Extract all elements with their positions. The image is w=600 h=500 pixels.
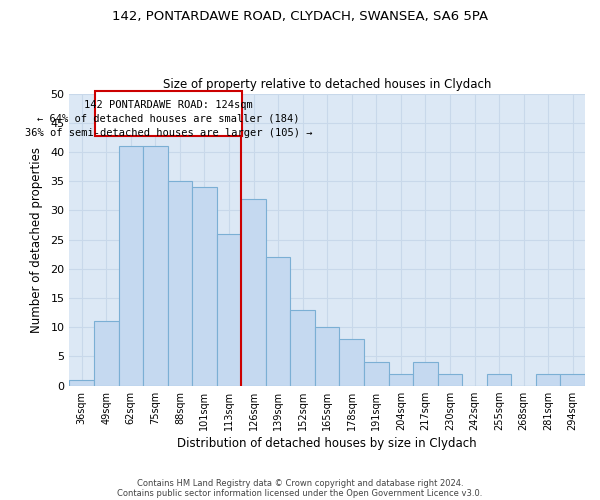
- Bar: [217, 234, 241, 386]
- Bar: [437, 374, 462, 386]
- Bar: [241, 198, 266, 386]
- Bar: [94, 322, 119, 386]
- Text: 142, PONTARDAWE ROAD, CLYDACH, SWANSEA, SA6 5PA: 142, PONTARDAWE ROAD, CLYDACH, SWANSEA, …: [112, 10, 488, 23]
- Text: Contains HM Land Registry data © Crown copyright and database right 2024.: Contains HM Land Registry data © Crown c…: [137, 478, 463, 488]
- Bar: [487, 374, 511, 386]
- Bar: [536, 374, 560, 386]
- Bar: [167, 181, 192, 386]
- Bar: [340, 339, 364, 386]
- FancyBboxPatch shape: [95, 90, 242, 136]
- Bar: [266, 257, 290, 386]
- Text: 142 PONTARDAWE ROAD: 124sqm: 142 PONTARDAWE ROAD: 124sqm: [84, 100, 253, 110]
- Bar: [315, 328, 340, 386]
- Bar: [143, 146, 167, 386]
- X-axis label: Distribution of detached houses by size in Clydach: Distribution of detached houses by size …: [178, 437, 477, 450]
- Bar: [192, 187, 217, 386]
- Text: ← 64% of detached houses are smaller (184): ← 64% of detached houses are smaller (18…: [37, 113, 300, 123]
- Bar: [560, 374, 585, 386]
- Text: Contains public sector information licensed under the Open Government Licence v3: Contains public sector information licen…: [118, 488, 482, 498]
- Text: 36% of semi-detached houses are larger (105) →: 36% of semi-detached houses are larger (…: [25, 128, 312, 138]
- Bar: [119, 146, 143, 386]
- Bar: [389, 374, 413, 386]
- Bar: [364, 362, 389, 386]
- Y-axis label: Number of detached properties: Number of detached properties: [31, 146, 43, 332]
- Title: Size of property relative to detached houses in Clydach: Size of property relative to detached ho…: [163, 78, 491, 91]
- Bar: [413, 362, 437, 386]
- Bar: [290, 310, 315, 386]
- Bar: [70, 380, 94, 386]
